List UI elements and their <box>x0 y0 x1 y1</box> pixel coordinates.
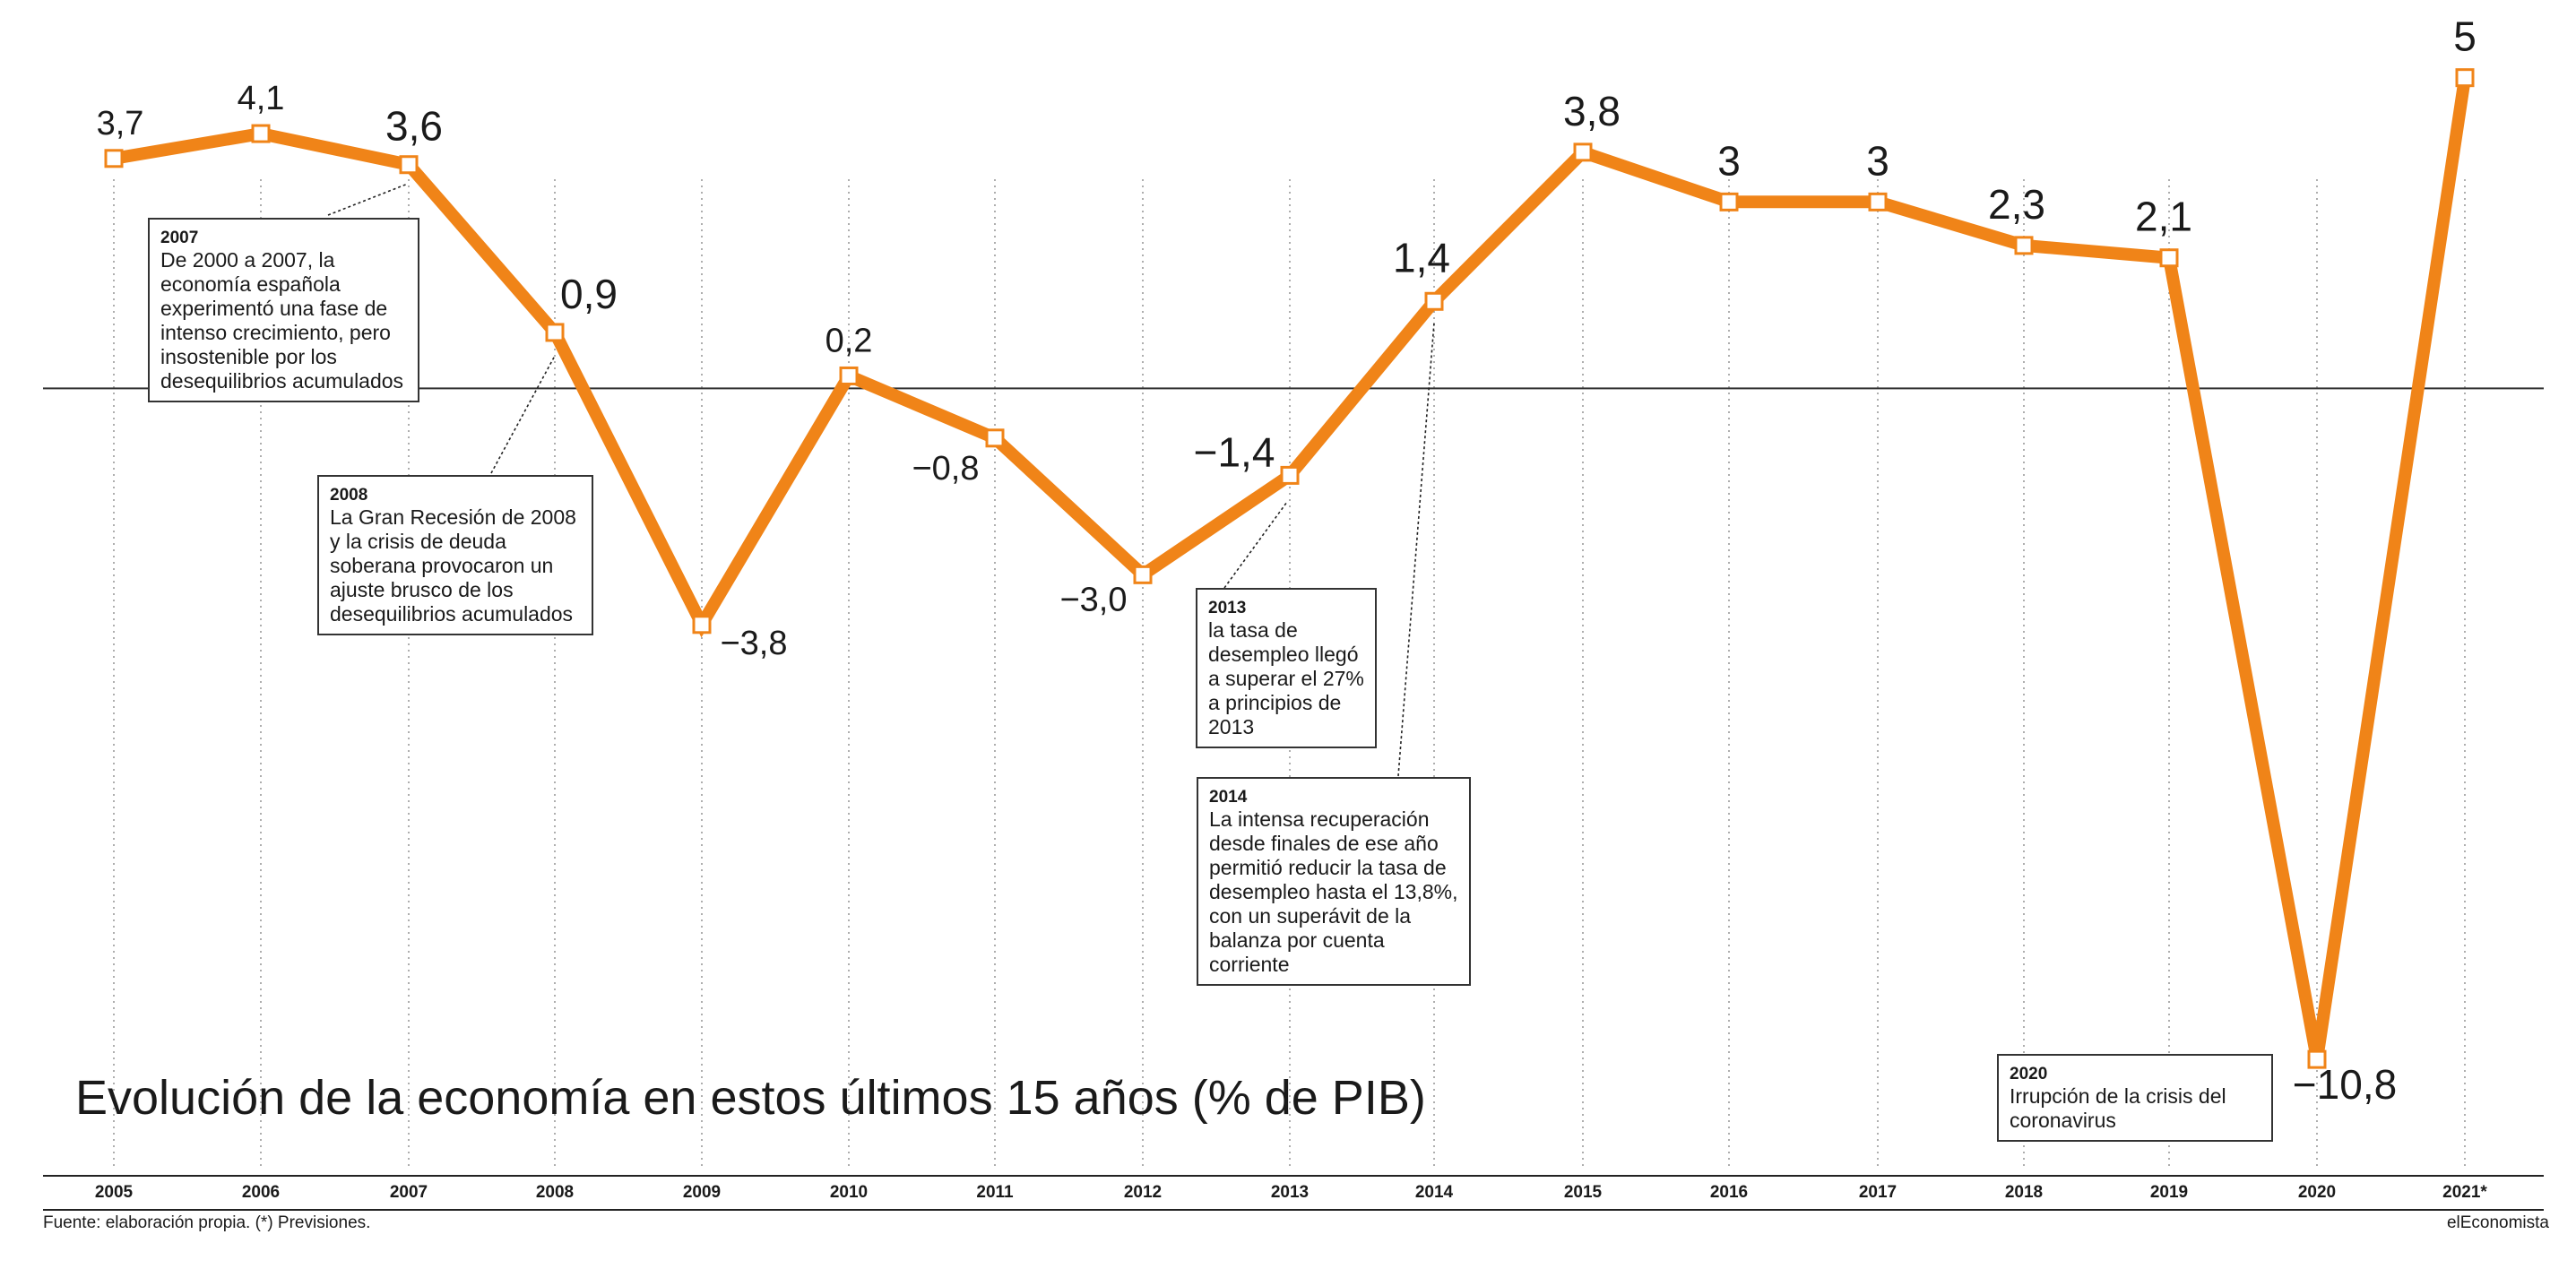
tick-label-2007: 2007 <box>390 1183 428 1202</box>
source-note: Fuente: elaboración propia. (*) Previsio… <box>43 1213 371 1232</box>
tick-label-2011: 2011 <box>976 1183 1014 1202</box>
annotation-year: 2020 <box>2010 1065 2048 1083</box>
annotation-text: De 2000 a 2007, la economía española exp… <box>160 248 404 393</box>
data-point-2016 <box>1719 192 1739 212</box>
brand-logo-text: elEconomista <box>2446 1213 2549 1232</box>
tick-label-2008: 2008 <box>536 1183 574 1202</box>
value-label-2006: 4,1 <box>238 80 285 117</box>
data-point-2011 <box>985 428 1005 448</box>
data-point-2010 <box>839 366 859 385</box>
tick-label-2021: 2021* <box>2442 1183 2487 1202</box>
annotation-leader-lines <box>327 183 1435 777</box>
value-label-2013: −1,4 <box>1194 428 1275 475</box>
annotation-text: la tasa de desempleo llegó a superar el … <box>1208 618 1364 738</box>
data-point-2017 <box>1868 192 1888 212</box>
value-label-2020: −10,8 <box>2293 1061 2397 1108</box>
leader-2007 <box>327 183 409 216</box>
value-labels: 3,7 4,1 3,6 0,9 −3,8 0,2 −0,8 −3,0 −1,4 1,4 3,8 3 3 2… <box>97 13 2477 1108</box>
value-label-2007: 3,6 <box>385 103 443 150</box>
tick-label-2009: 2009 <box>683 1183 721 1202</box>
value-label-2021: 5 <box>2453 13 2477 60</box>
annotation-year: 2013 <box>1208 599 1247 617</box>
annotation-year: 2008 <box>330 486 368 505</box>
value-label-2010: 0,2 <box>826 322 873 359</box>
tick-label-2006: 2006 <box>242 1183 280 1202</box>
annotation-text: Irrupción de la crisis del coronavirus <box>2010 1084 2226 1132</box>
data-point-2005 <box>104 149 124 168</box>
tick-label-2018: 2018 <box>2005 1183 2043 1202</box>
value-label-2011: −0,8 <box>912 450 979 488</box>
annotation-2013: 2013 la tasa de desempleo llegó a supera… <box>1196 588 1377 748</box>
value-label-2008: 0,9 <box>560 271 618 317</box>
annotation-text: La intensa recuperación desde finales de… <box>1209 807 1458 976</box>
tick-label-2017: 2017 <box>1859 1183 1897 1202</box>
tick-label-2013: 2013 <box>1271 1183 1309 1202</box>
annotation-year: 2007 <box>160 229 199 247</box>
tick-label-2012: 2012 <box>1124 1183 1162 1202</box>
value-label-2019: 2,1 <box>2135 194 2192 240</box>
value-label-2018: 2,3 <box>1988 181 2045 228</box>
data-point-2006 <box>251 124 271 143</box>
x-tick-labels: 2005 2006 2007 2008 2009 2010 2011 2012 2013 2014… <box>95 1183 2488 1202</box>
data-point-2009 <box>692 615 712 634</box>
data-point-2014 <box>1424 291 1444 311</box>
tick-label-2010: 2010 <box>830 1183 868 1202</box>
data-point-2013 <box>1280 465 1300 485</box>
data-point-2020 <box>2307 1049 2327 1069</box>
annotation-2020: 2020 Irrupción de la crisis del coronavi… <box>1997 1054 2273 1142</box>
data-point-2018 <box>2014 236 2034 255</box>
data-point-2021 <box>2455 68 2475 88</box>
annotation-2008: 2008 La Gran Recesión de 2008 y la crisi… <box>317 475 593 635</box>
leader-2014 <box>1397 322 1435 777</box>
tick-label-2005: 2005 <box>95 1183 134 1202</box>
data-point-2007 <box>399 155 419 175</box>
value-label-2017: 3 <box>1866 137 1889 184</box>
annotation-text: La Gran Recesión de 2008 y la crisis de … <box>330 505 576 626</box>
annotation-year: 2014 <box>1209 788 1248 807</box>
data-point-2008 <box>545 323 565 342</box>
value-label-2009: −3,8 <box>720 625 787 662</box>
data-point-2019 <box>2159 248 2179 268</box>
data-point-2015 <box>1573 142 1593 162</box>
value-label-2014: 1,4 <box>1393 234 1450 281</box>
tick-label-2016: 2016 <box>1710 1183 1748 1202</box>
value-label-2012: −3,0 <box>1059 581 1127 618</box>
annotation-2007: 2007 De 2000 a 2007, la economía español… <box>148 218 419 402</box>
tick-label-2020: 2020 <box>2298 1183 2336 1202</box>
data-markers <box>104 68 2475 1069</box>
leader-2013 <box>1223 501 1288 589</box>
tick-label-2015: 2015 <box>1564 1183 1603 1202</box>
chart-title: Evolución de la economía en estos último… <box>75 1071 1426 1125</box>
tick-label-2014: 2014 <box>1415 1183 1454 1202</box>
leader-2008 <box>490 355 556 474</box>
data-point-2012 <box>1133 565 1153 584</box>
value-label-2016: 3 <box>1717 137 1741 184</box>
annotation-2014: 2014 La intensa recuperación desde final… <box>1197 777 1471 986</box>
value-label-2005: 3,7 <box>97 105 144 142</box>
value-label-2015: 3,8 <box>1563 88 1621 134</box>
tick-label-2019: 2019 <box>2150 1183 2188 1202</box>
